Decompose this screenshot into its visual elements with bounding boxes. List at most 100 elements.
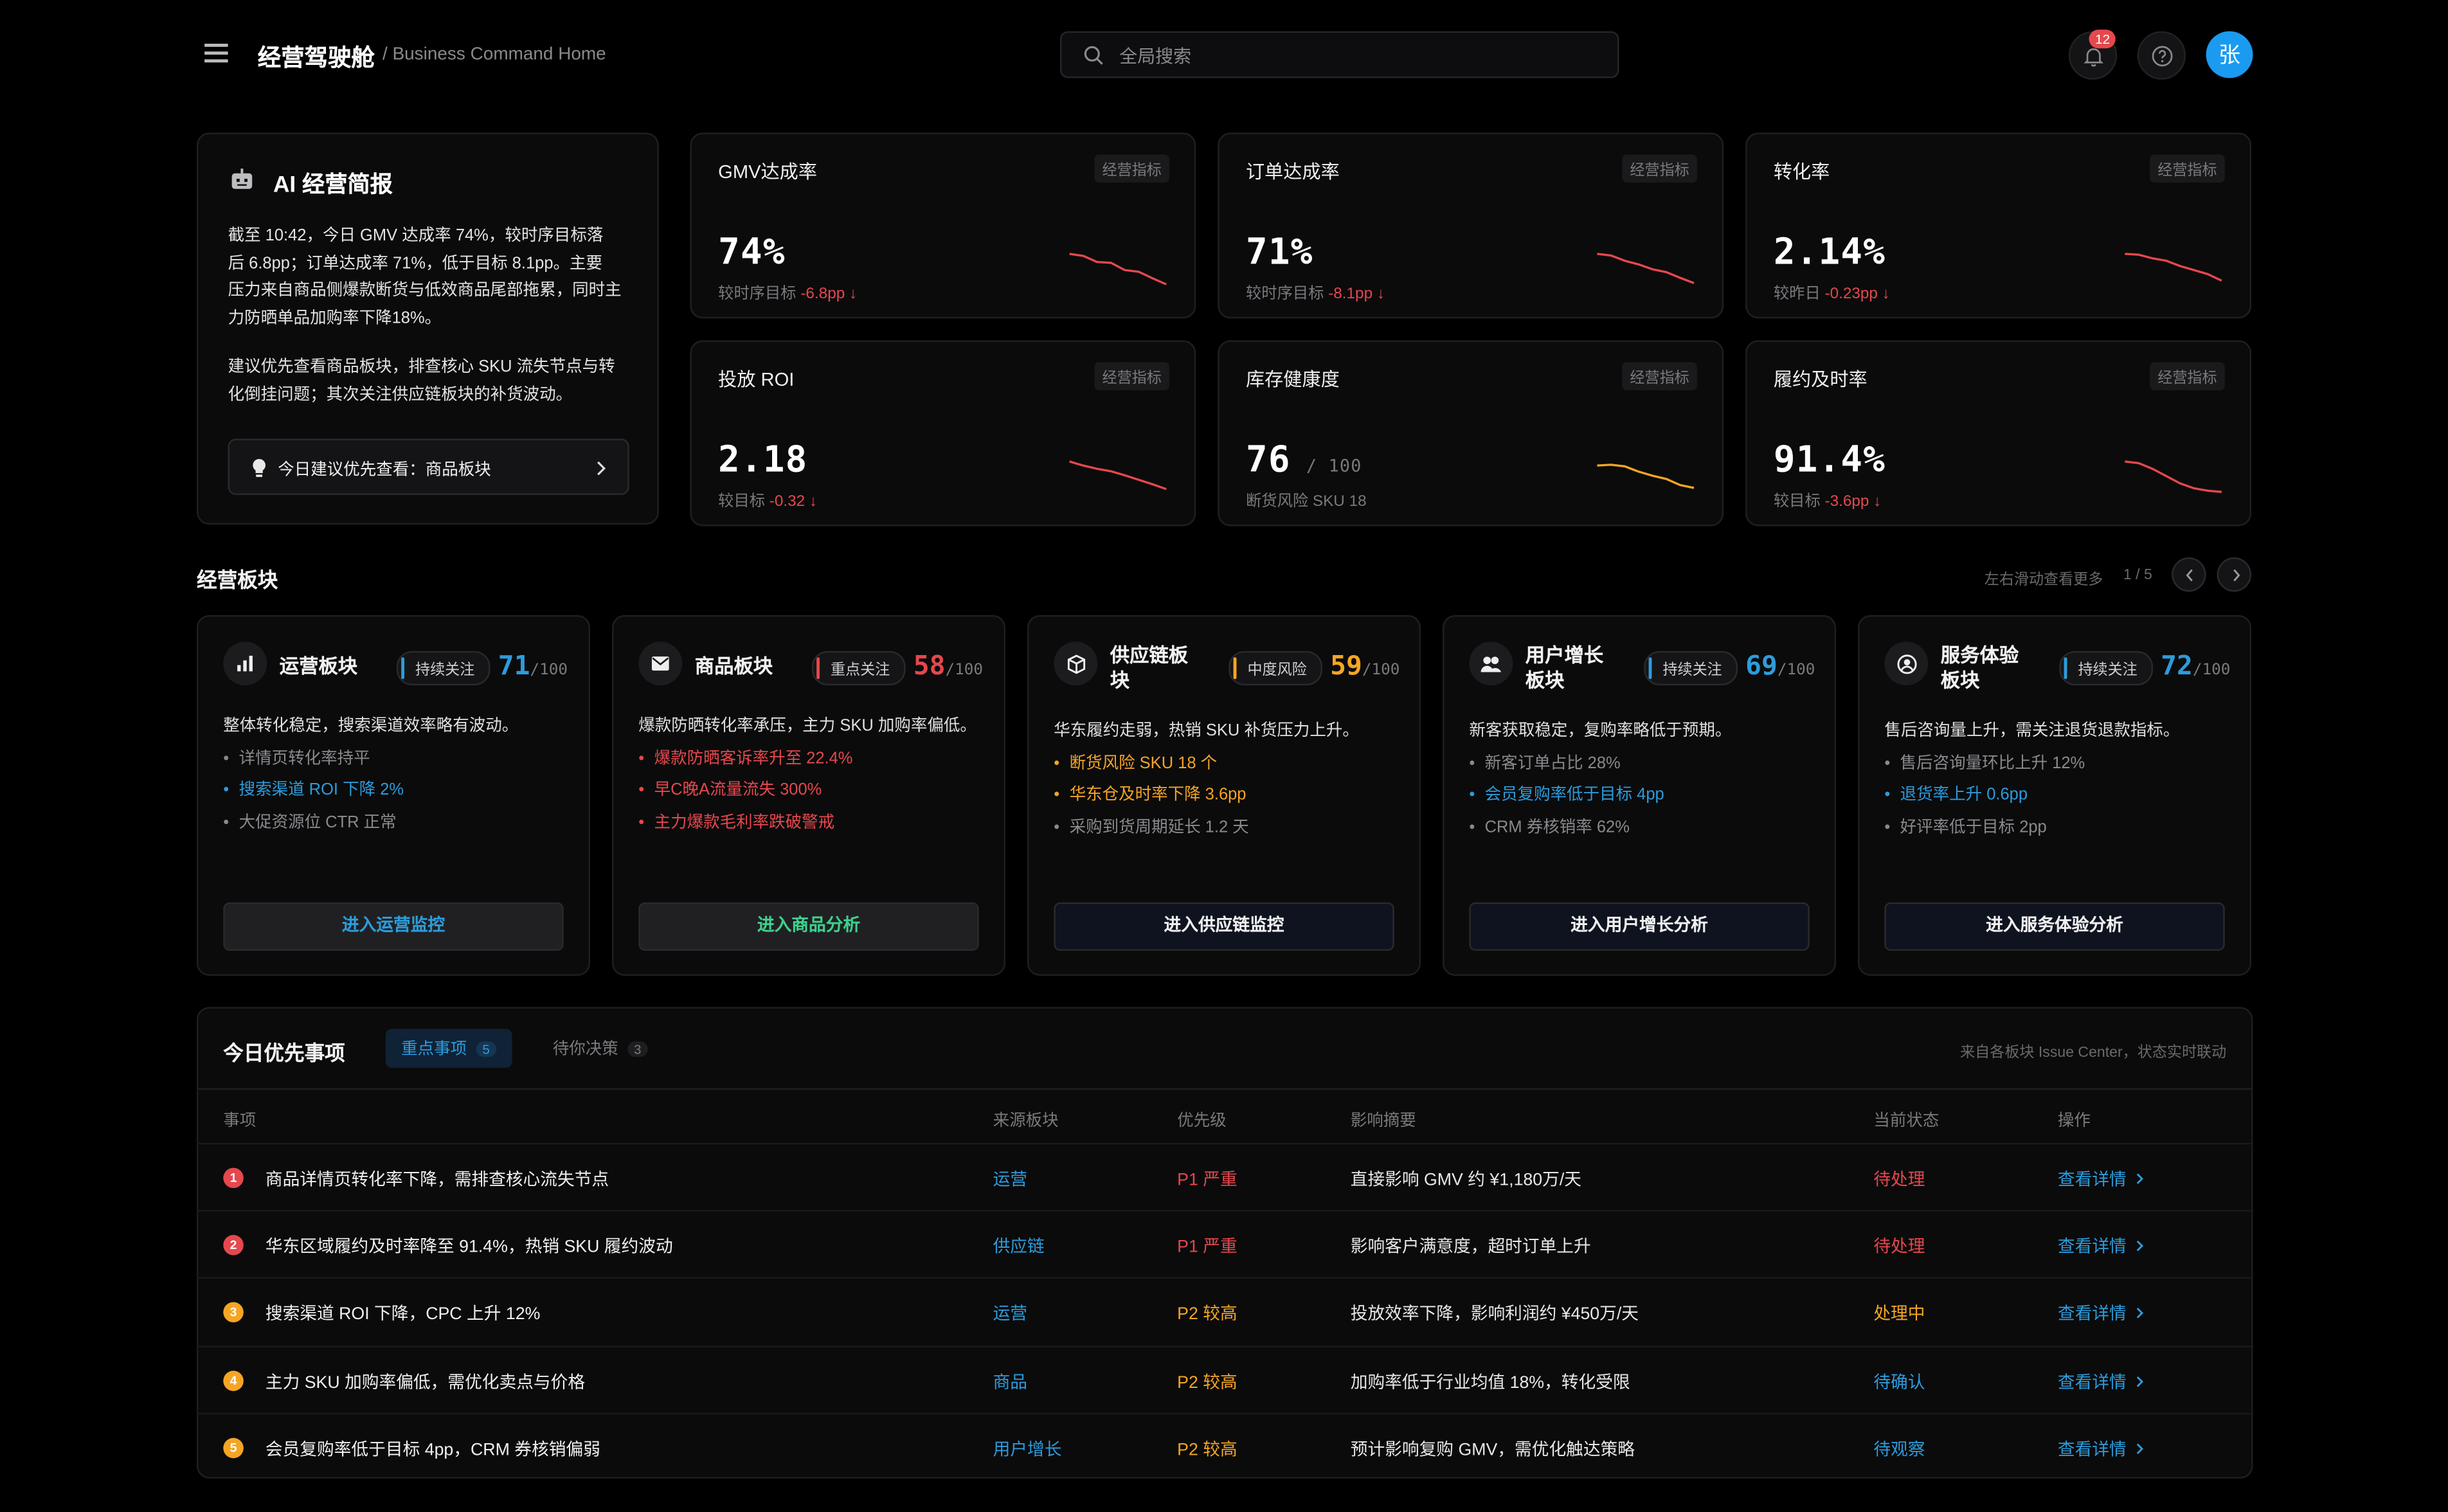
segment-enter-button[interactable]: 进入供应链监控 [1054, 902, 1394, 951]
row-priority: P1 严重 [1177, 1171, 1238, 1190]
kpi-comparison: 较目标 -3.6pp ↓ [1773, 493, 1882, 511]
segment-title-line: 用户增长 [1525, 645, 1604, 667]
notification-button[interactable]: 12 [2068, 30, 2118, 80]
kpi-delta: -8.1pp ↓ [1328, 285, 1385, 303]
segment-bullet: 退货率上升 0.6pp [1884, 780, 2085, 812]
ai-brief-line: 化倒挂问题；其次关注供应链板块的补货波动。 [228, 384, 573, 404]
row-source-link[interactable]: 运营 [993, 1171, 1028, 1190]
segment-score: 69/100 [1745, 651, 1815, 683]
menu-icon[interactable] [204, 44, 228, 62]
kpi-value: 74% [718, 232, 786, 274]
segment-score: 71/100 [498, 651, 568, 683]
segment-status-badge: 重点关注 [811, 651, 906, 686]
kpi-sparkline [1069, 253, 1167, 285]
segment-bullet: 华东仓及时率下降 3.6pp [1054, 780, 1248, 812]
row-source-link[interactable]: 商品 [993, 1373, 1028, 1392]
row-view-details-link[interactable]: 查看详情 [2058, 1436, 2144, 1461]
segment-enter-button[interactable]: 进入商品分析 [638, 902, 979, 951]
row-view-details-link[interactable]: 查看详情 [2058, 1369, 2144, 1394]
segment-score: 58/100 [913, 651, 983, 683]
segment-bullet: 详情页转化率持平 [223, 743, 404, 775]
row-item: 主力 SKU 加购率偏低，需优化卖点与价格 [265, 1373, 586, 1392]
tab-pending-decision[interactable]: 待你决策 3 [553, 1029, 648, 1068]
bar-chart-icon [223, 642, 267, 686]
kpi-card[interactable]: 订单达成率 经营指标 71% 较时序目标 -8.1pp ↓ [1218, 132, 1724, 319]
row-priority: P2 较高 [1177, 1441, 1238, 1460]
chevron-right-icon [2136, 1308, 2144, 1319]
kpi-card[interactable]: 库存健康度 经营指标 76/ 100 断货风险 SKU 18 [1218, 340, 1724, 526]
segment-bullet: 大促资源位 CTR 正常 [223, 807, 404, 839]
segment-bullet: 会员复购率低于目标 4pp [1469, 780, 1664, 812]
row-impact: 影响客户满意度，超时订单上升 [1350, 1238, 1591, 1257]
kpi-value: 71% [1246, 232, 1313, 274]
row-source-link[interactable]: 供应链 [993, 1238, 1045, 1257]
carousel-next-button[interactable] [2217, 557, 2252, 592]
segment-enter-button[interactable]: 进入运营监控 [223, 902, 564, 951]
row-impact: 预计影响复购 GMV，需优化触达策略 [1350, 1441, 1635, 1460]
kpi-title: 订单达成率 [1246, 161, 1340, 183]
kpi-sparkline [1597, 464, 1695, 489]
kpi-tag: 经营指标 [2150, 154, 2225, 183]
ai-suggest-button[interactable]: 今日建议优先查看：商品板块 [228, 438, 629, 495]
table-row[interactable]: 1 商品详情页转化率下降，需排查核心流失节点 运营 P1 严重 直接影响 GMV… [197, 1142, 2252, 1210]
segment-title: 用户增长 板块 [1526, 644, 1603, 694]
priority-rank-badge: 3 [223, 1302, 244, 1323]
segment-bullet: 爆款防晒客诉率升至 22.4% [638, 743, 852, 775]
table-divider [198, 1088, 2252, 1090]
segment-bullets: 新客订单占比 28%会员复购率低于目标 4ppCRM 券核销率 62% [1469, 748, 1664, 843]
user-circle-icon [1884, 642, 1929, 686]
segment-bullet: 早C晚A流量流失 300% [638, 775, 852, 807]
row-status: 待观察 [1873, 1441, 1925, 1460]
kpi-card[interactable]: 转化率 经营指标 2.14% 较昨日 -0.23pp ↓ [1745, 132, 2252, 319]
avatar[interactable]: 张 [2206, 31, 2253, 78]
kpi-tag: 经营指标 [1622, 362, 1697, 391]
tab-pending-decision-count: 3 [627, 1040, 648, 1056]
column-header: 当前状态 [1873, 1112, 1940, 1131]
row-status: 处理中 [1873, 1306, 1925, 1325]
column-header: 操作 [2057, 1112, 2091, 1131]
segments-title: 经营板块 [197, 568, 278, 592]
segment-bullet: 售后咨询量环比上升 12% [1884, 748, 2085, 780]
row-source-link[interactable]: 运营 [993, 1306, 1028, 1325]
ai-brief-card: AI 经营简报 截至 10:42，今日 GMV 达成率 74%，较时序目标落 后… [197, 132, 659, 525]
segment-score: 72/100 [2161, 651, 2231, 683]
ai-brief-paragraph-1: 截至 10:42，今日 GMV 达成率 74%，较时序目标落 后 6.8pp；订… [228, 223, 622, 332]
row-source-link[interactable]: 用户增长 [993, 1441, 1062, 1460]
kpi-card[interactable]: 投放 ROI 经营指标 2.18 较目标 -0.32 ↓ [690, 340, 1196, 526]
kpi-card[interactable]: GMV达成率 经营指标 74% 较时序目标 -6.8pp ↓ [690, 132, 1196, 319]
search-input[interactable]: 全局搜索 [1060, 31, 1619, 78]
table-row[interactable]: 2 华东区域履约及时率降至 91.4%，热销 SKU 履约波动 供应链 P1 严… [197, 1210, 2252, 1277]
priority-panel: 今日优先事项 重点事项 5 待你决策 3 来自各板块 Issue Center，… [197, 1007, 2253, 1479]
tab-key-items[interactable]: 重点事项 5 [385, 1029, 512, 1068]
segment-card: 运营板块 持续关注 71/100 整体转化稳定，搜索渠道效率略有波动。 详情页转… [197, 615, 591, 976]
priority-rank-badge: 4 [223, 1370, 244, 1390]
search-placeholder: 全局搜索 [1119, 48, 1192, 68]
kpi-value: 76/ 100 [1246, 440, 1362, 482]
carousel-prev-button[interactable] [2172, 557, 2206, 592]
kpi-comparison: 较时序目标 -6.8pp ↓ [718, 285, 858, 303]
table-row[interactable]: 3 搜索渠道 ROI 下降，CPC 上升 12% 运营 P2 较高 投放效率下降… [197, 1277, 2252, 1345]
row-view-details-link[interactable]: 查看详情 [2058, 1166, 2144, 1191]
table-row[interactable]: 4 主力 SKU 加购率偏低，需优化卖点与价格 商品 P2 较高 加购率低于行业… [197, 1345, 2252, 1412]
segment-title-line: 服务体验 [1940, 645, 2019, 667]
help-button[interactable] [2137, 31, 2186, 80]
kpi-comparison: 较目标 -0.32 ↓ [718, 493, 818, 511]
mail-icon [638, 642, 683, 686]
segment-description: 新客获取稳定，复购率略低于预期。 [1469, 721, 1732, 741]
kpi-card[interactable]: 履约及时率 经营指标 91.4% 较目标 -3.6pp ↓ [1745, 340, 2252, 526]
segment-enter-button[interactable]: 进入用户增长分析 [1469, 902, 1810, 951]
kpi-tag: 经营指标 [2150, 362, 2225, 391]
row-view-details-link[interactable]: 查看详情 [2058, 1301, 2144, 1326]
segment-title: 商品板块 [695, 654, 773, 680]
segment-title-line: 板块 [1525, 669, 1565, 692]
row-impact: 投放效率下降，影响利润约 ¥450万/天 [1350, 1306, 1639, 1325]
kpi-unit: / 100 [1306, 456, 1362, 476]
kpi-tag: 经营指标 [1094, 154, 1170, 183]
table-row[interactable]: 5 会员复购率低于目标 4pp，CRM 券核销偏弱 用户增长 P2 较高 预计影… [197, 1412, 2252, 1479]
segment-enter-button[interactable]: 进入服务体验分析 [1884, 902, 2225, 951]
kpi-value: 2.14% [1773, 232, 1886, 274]
kpi-title: 库存健康度 [1246, 368, 1340, 391]
segment-description: 华东履约走弱，热销 SKU 补货压力上升。 [1054, 721, 1359, 741]
row-view-details-link[interactable]: 查看详情 [2058, 1234, 2144, 1259]
row-item: 华东区域履约及时率降至 91.4%，热销 SKU 履约波动 [265, 1238, 673, 1257]
